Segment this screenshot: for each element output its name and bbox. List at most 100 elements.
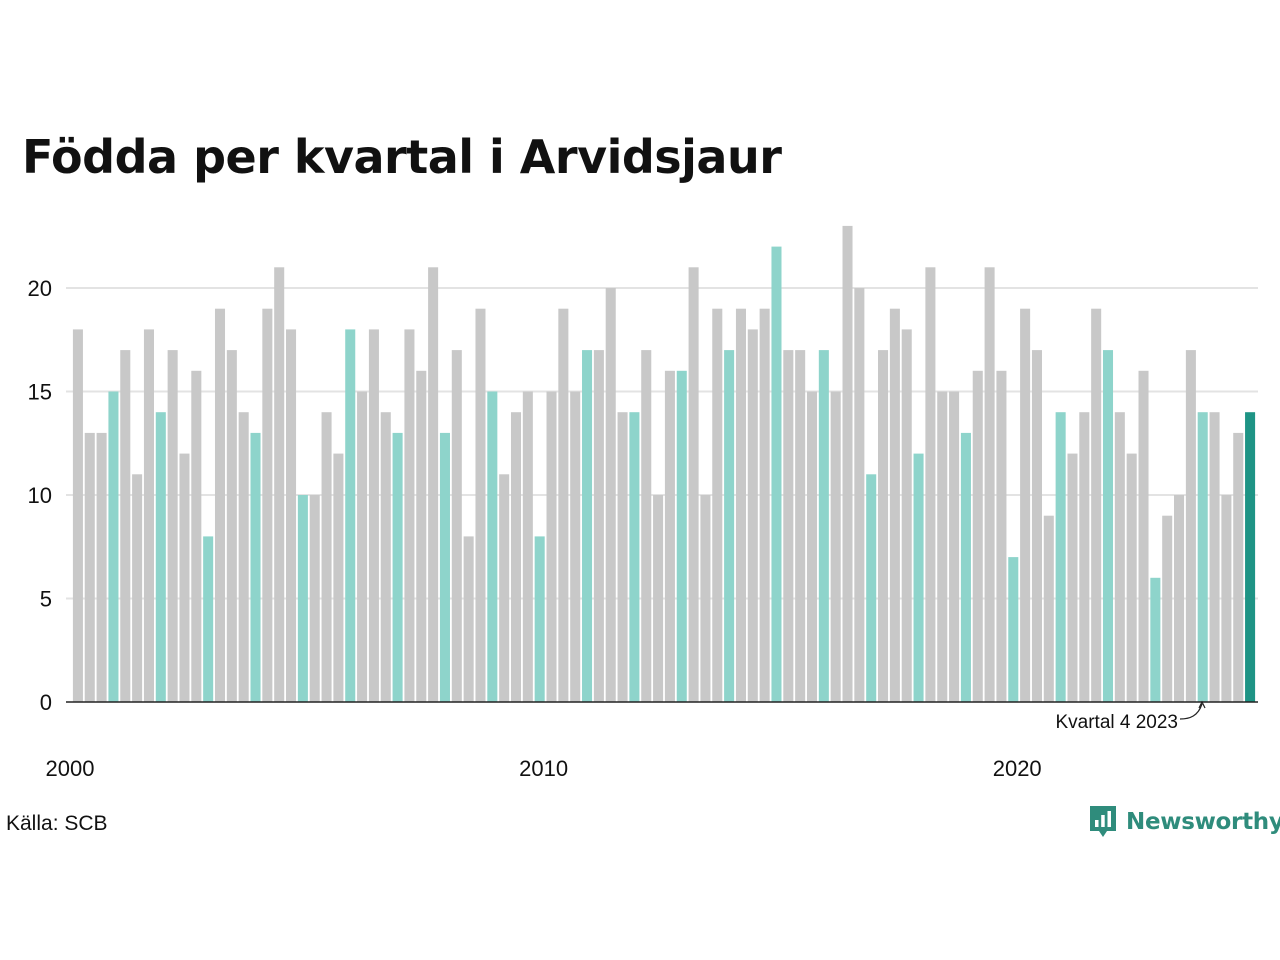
bar xyxy=(286,329,297,702)
bar xyxy=(1221,495,1232,702)
bar xyxy=(854,288,865,702)
bar xyxy=(925,267,936,702)
bar xyxy=(1008,557,1019,702)
chart-title: Födda per kvartal i Arvidsjaur xyxy=(22,130,782,184)
bar xyxy=(700,495,711,702)
bar xyxy=(428,267,439,702)
bar xyxy=(735,308,746,702)
bar xyxy=(499,474,510,702)
bar xyxy=(1185,350,1196,702)
bar xyxy=(605,288,616,702)
bar xyxy=(167,350,178,702)
bar xyxy=(984,267,995,702)
bar xyxy=(1067,453,1078,702)
bar xyxy=(806,391,818,702)
x-tick-label: 2010 xyxy=(519,756,568,781)
bar xyxy=(1174,495,1185,702)
bar xyxy=(866,474,877,702)
bar xyxy=(380,412,391,702)
bar xyxy=(653,495,664,702)
bar xyxy=(889,308,900,702)
bar xyxy=(818,350,829,702)
bar xyxy=(534,536,545,702)
bar-chart: 0 5 10 15 20 2000 2010 2020 Kvartal 4 2023 xyxy=(28,225,1258,781)
bar xyxy=(439,432,450,702)
bar xyxy=(132,474,143,702)
bar xyxy=(783,350,794,702)
bar xyxy=(96,432,107,702)
bar xyxy=(226,350,237,702)
bar xyxy=(1031,350,1042,702)
bar xyxy=(510,412,522,702)
bar xyxy=(274,267,285,702)
bar xyxy=(155,412,166,702)
bar xyxy=(1043,515,1054,702)
bar xyxy=(1126,453,1137,702)
bar xyxy=(463,536,474,702)
bar xyxy=(546,391,557,702)
bar xyxy=(629,412,640,702)
bar xyxy=(214,308,226,702)
bar xyxy=(582,350,593,702)
bar xyxy=(901,329,912,702)
bar xyxy=(795,350,806,702)
newsworthy-logo: Newsworthy xyxy=(1088,804,1280,840)
bar xyxy=(345,329,356,702)
bar xyxy=(357,391,368,702)
bar xyxy=(72,329,83,702)
bar xyxy=(262,308,273,702)
bar xyxy=(664,370,675,702)
bar xyxy=(416,370,427,702)
bar xyxy=(108,391,119,702)
bar xyxy=(1102,350,1114,702)
x-tick-label: 2020 xyxy=(993,756,1042,781)
y-tick-label: 5 xyxy=(40,587,52,612)
bar xyxy=(949,391,960,702)
bar xyxy=(937,391,948,702)
bar xyxy=(712,308,723,702)
bar xyxy=(1020,308,1031,702)
bar xyxy=(676,370,687,702)
bar xyxy=(487,391,498,702)
bar xyxy=(84,432,95,702)
brand-name: Newsworthy xyxy=(1126,809,1280,835)
bar xyxy=(451,350,462,702)
y-tick-label: 10 xyxy=(28,483,52,508)
bar xyxy=(1150,577,1161,702)
bar xyxy=(1162,515,1173,702)
bar xyxy=(759,308,770,702)
bar xyxy=(191,370,202,702)
x-tick-label: 2000 xyxy=(46,756,95,781)
bar xyxy=(972,370,983,702)
bar xyxy=(475,308,486,702)
bar xyxy=(1079,412,1090,702)
bar xyxy=(996,370,1007,702)
bar xyxy=(143,329,154,702)
annotation-label: Kvartal 4 2023 xyxy=(1055,712,1178,733)
bar xyxy=(297,495,308,702)
bar xyxy=(593,350,604,702)
bar xyxy=(747,329,758,702)
bar xyxy=(724,350,735,702)
bar xyxy=(617,412,628,702)
bar xyxy=(368,329,379,702)
annotation-arrow xyxy=(1179,703,1203,720)
bar xyxy=(913,453,924,702)
y-tick-label: 15 xyxy=(28,380,52,405)
bar xyxy=(558,308,569,702)
bar xyxy=(309,495,320,702)
bar xyxy=(1209,412,1220,702)
annotation-arrowhead xyxy=(1198,700,1206,709)
bar xyxy=(1197,412,1208,702)
bar xyxy=(333,453,344,702)
bar xyxy=(1245,412,1256,702)
bar xyxy=(179,453,190,702)
bar xyxy=(1114,412,1125,702)
bar xyxy=(1138,370,1149,702)
bar xyxy=(203,536,214,702)
bar xyxy=(878,350,889,702)
y-tick-label: 0 xyxy=(40,690,52,715)
newsworthy-logo-icon xyxy=(1090,806,1116,837)
bar xyxy=(1091,308,1102,702)
bar xyxy=(641,350,652,702)
